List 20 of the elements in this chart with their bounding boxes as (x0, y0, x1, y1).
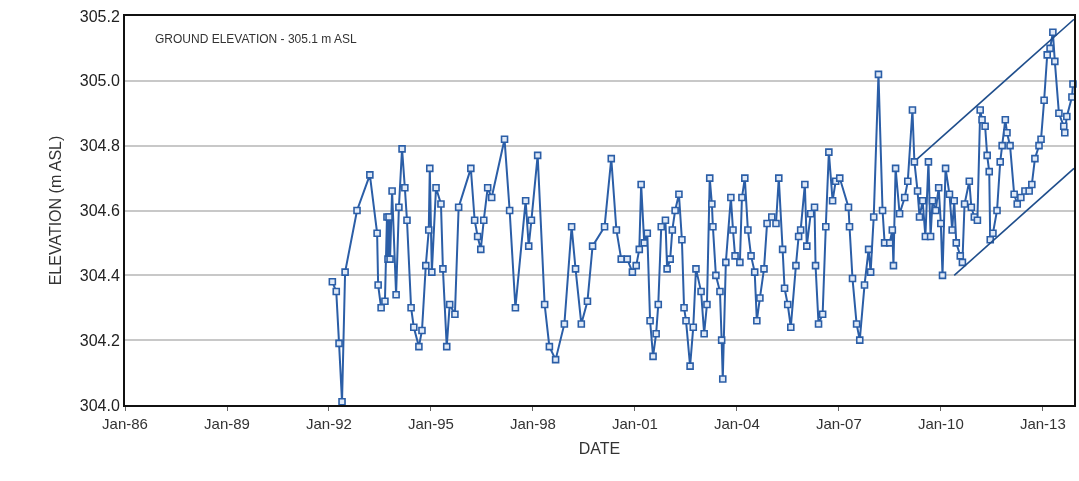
x-tick-label: Jan-95 (407, 415, 454, 432)
y-tick-label: 304.6 (79, 202, 120, 220)
x-tick-label: Jan-89 (204, 415, 250, 432)
y-tick-label: 304.0 (79, 396, 120, 414)
y-tick-label: 304.8 (79, 137, 120, 155)
x-tick-label: Jan-13 (1019, 415, 1066, 432)
x-tick-label: Jan-01 (611, 415, 658, 432)
y-axis-title: ELEVATION (m ASL) (47, 135, 65, 286)
x-tick-label: Jan-98 (509, 415, 556, 432)
x-axis-title: DATE (578, 440, 621, 458)
y-tick-label: 304.2 (79, 331, 120, 349)
annotation: GROUND ELEVATION - 305.1 m ASL (155, 32, 357, 46)
x-tick-label: Jan-07 (815, 415, 862, 432)
x-tick-label: Jan-92 (305, 415, 352, 432)
x-tick-label: Jan-86 (102, 415, 148, 432)
x-tick-label: Jan-10 (917, 415, 964, 432)
y-tick-label: 304.4 (79, 266, 120, 284)
x-tick-label: Jan-04 (713, 415, 760, 432)
y-tick-label: 305.2 (79, 7, 120, 25)
y-tick-label: 305.0 (79, 72, 120, 90)
